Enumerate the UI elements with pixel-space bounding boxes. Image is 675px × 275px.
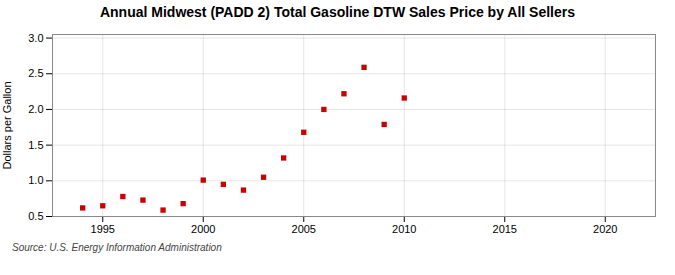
html-text:Source: U.S. Energy Informatio: Source: U.S. Energy Information Administ…	[12, 242, 222, 253]
svg-text:1995: 1995	[91, 223, 115, 235]
svg-text:1.0: 1.0	[28, 174, 43, 186]
svg-text:3.0: 3.0	[28, 32, 43, 44]
html-text:Annual Midwest (PADD 2) Total: Annual Midwest (PADD 2) Total Gasoline D…	[100, 4, 575, 20]
svg-text:2.0: 2.0	[28, 103, 43, 115]
svg-text:2000: 2000	[191, 223, 215, 235]
svg-text:2015: 2015	[493, 223, 517, 235]
svg-text:2020: 2020	[593, 223, 617, 235]
svg-text:2010: 2010	[392, 223, 416, 235]
svg-text:1.5: 1.5	[28, 139, 43, 151]
svg-text:2005: 2005	[292, 223, 316, 235]
svg-text:Dollars per Gallon: Dollars per Gallon	[1, 81, 13, 169]
svg-text:0.5: 0.5	[28, 210, 43, 222]
svg-text:2.5: 2.5	[28, 67, 43, 79]
